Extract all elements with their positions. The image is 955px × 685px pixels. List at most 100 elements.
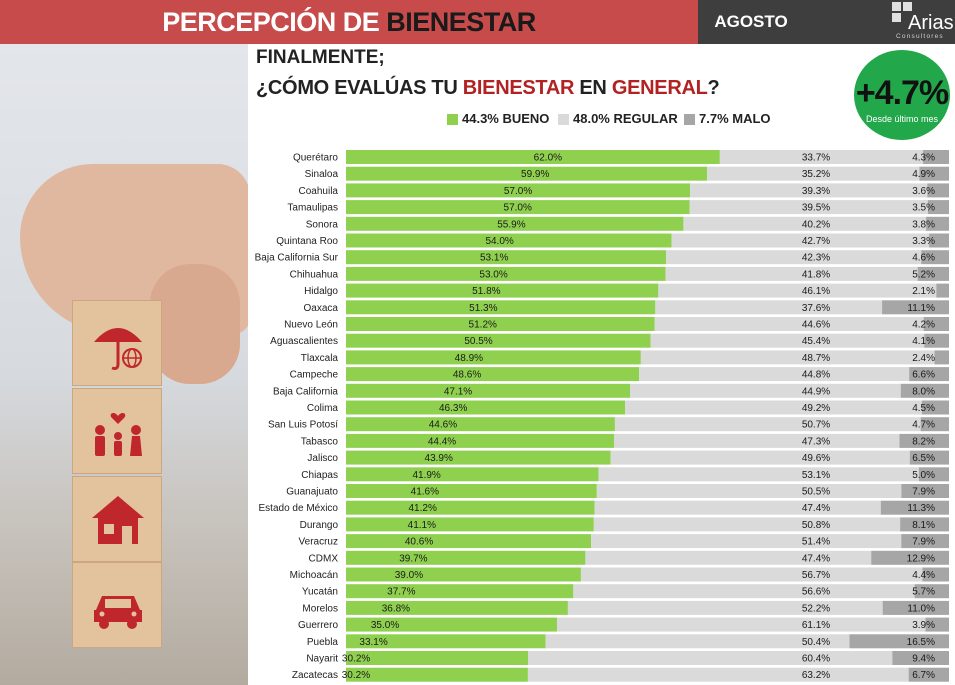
bar-regular [610,450,910,465]
data-label-regular: 39.3% [802,186,830,197]
data-label-bueno: 33.1% [359,637,387,648]
data-label-regular: 56.7% [802,570,830,581]
family-block [72,388,162,474]
data-label-malo: 7.9% [912,487,935,498]
bar-regular [640,350,935,365]
data-label-malo: 4.2% [912,320,935,331]
data-label-bueno: 35.0% [371,620,399,631]
category-label: Veracruz [299,537,338,548]
bar-bueno [346,600,568,615]
data-label-bueno: 36.8% [382,603,410,614]
house-block [72,476,162,562]
bar-regular [719,150,924,164]
data-label-regular: 50.7% [802,420,830,431]
bar-bueno [346,550,586,565]
category-label: CDMX [309,553,339,564]
data-label-bueno: 51.3% [469,303,497,314]
data-label-malo: 11.0% [907,603,935,614]
data-label-regular: 44.6% [802,320,830,331]
data-label-malo: 8.1% [912,520,935,531]
category-label: Aguascalientes [270,336,338,347]
data-label-bueno: 62.0% [534,153,562,164]
bar-regular [707,166,920,181]
data-label-malo: 2.4% [912,353,935,364]
data-label-malo: 5.7% [912,587,935,598]
bar-malo [919,166,949,181]
bar-regular [630,383,901,398]
bar-regular [591,534,902,549]
data-label-malo: 4.6% [912,253,935,264]
data-label-regular: 42.7% [802,236,830,247]
category-label: Nuevo León [284,320,338,331]
category-label: Puebla [307,637,339,648]
bar-bueno [346,383,631,398]
bar-malo [918,467,949,482]
bar-malo [892,651,949,665]
data-label-regular: 47.4% [802,503,830,514]
bar-regular [614,417,921,432]
category-label: Quintana Roo [276,236,338,247]
category-label: Sinaloa [305,169,339,180]
bar-bueno [346,183,691,198]
data-label-malo: 16.5% [907,637,935,648]
category-label: Morelos [302,603,338,614]
legend-swatch-malo [684,114,695,125]
data-label-regular: 39.5% [802,203,830,214]
category-label: Querétaro [293,153,338,164]
bar-regular [567,600,883,615]
data-label-malo: 12.9% [907,553,935,564]
data-label-malo: 8.0% [912,386,935,397]
data-label-regular: 47.4% [802,553,830,564]
bar-malo [921,400,949,415]
category-label: Colima [307,403,339,414]
data-label-regular: 48.7% [802,353,830,364]
bar-bueno [346,266,666,281]
category-label: Chihuahua [290,269,339,280]
question-text-a: ¿CÓMO EVALÚAS TU [256,77,463,99]
bar-bueno [346,333,651,348]
data-label-bueno: 57.0% [504,186,532,197]
bar-malo [926,216,949,231]
data-label-bueno: 53.0% [479,269,507,280]
data-label-malo: 3.5% [912,203,935,214]
bar-regular [665,266,918,281]
bar-regular [614,433,900,448]
data-label-bueno: 46.3% [439,403,467,414]
bar-bueno [346,417,615,432]
data-label-bueno: 41.6% [411,487,439,498]
data-label-malo: 2.1% [912,286,935,297]
data-label-bueno: 41.1% [408,520,436,531]
family-icon [95,412,142,456]
header-date-bar [698,0,955,44]
data-label-malo: 9.4% [912,654,935,665]
car-block [72,562,162,648]
data-label-malo: 3.3% [912,236,935,247]
bar-bueno [346,150,720,164]
bar-bueno [346,317,655,331]
data-label-bueno: 44.6% [429,420,457,431]
bar-malo [900,517,949,532]
data-label-regular: 37.6% [802,303,830,314]
data-label-regular: 45.4% [802,336,830,347]
bar-malo [849,634,949,649]
data-label-malo: 3.8% [912,219,935,230]
question-intro: FINALMENTE; [256,47,385,68]
category-label: Baja California Sur [255,253,339,264]
bar-bueno [346,584,574,599]
category-label: Guanajuato [286,487,338,498]
bar-malo [871,550,949,565]
data-label-regular: 51.4% [802,537,830,548]
data-label-bueno: 47.1% [444,386,472,397]
data-label-malo: 4.9% [912,169,935,180]
category-label: Oaxaca [304,303,339,314]
bar-malo [923,150,949,164]
bar-bueno [346,216,684,231]
data-label-regular: 60.4% [802,654,830,665]
data-label-bueno: 54.0% [485,236,513,247]
bar-malo [901,484,949,498]
data-label-bueno: 30.2% [342,670,370,681]
bar-bueno [346,634,546,649]
legend-label-bueno: 44.3% BUENO [462,111,550,126]
question-text: ¿CÓMO EVALÚAS TU BIENESTAR EN GENERAL? [256,77,720,100]
data-label-malo: 6.7% [912,670,935,681]
